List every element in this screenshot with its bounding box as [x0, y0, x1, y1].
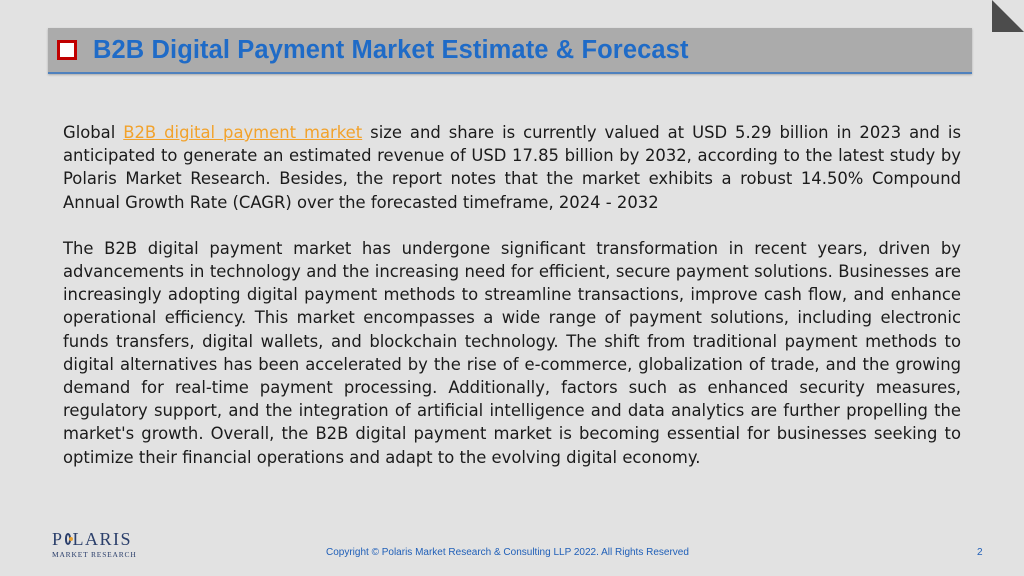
intro-prefix: Global: [63, 123, 124, 142]
polaris-logo: P LARIS MARKET RESEARCH: [52, 530, 137, 564]
intro-paragraph: Global B2B digital payment market size a…: [63, 121, 961, 214]
copyright-notice: Copyright © Polaris Market Research & Co…: [326, 547, 689, 558]
description-paragraph: The B2B digital payment market has under…: [63, 238, 961, 467]
body-content: Global B2B digital payment market size a…: [63, 121, 961, 469]
logo-wordmark: P LARIS: [52, 530, 132, 548]
page-title: B2B Digital Payment Market Estimate & Fo…: [93, 35, 689, 64]
logo-letter-p: P: [52, 529, 64, 549]
intro-text: size and share is currently valued at US…: [63, 123, 961, 212]
checkbox-bullet-icon: [57, 40, 77, 60]
page-number: 2: [977, 547, 983, 558]
market-report-link[interactable]: B2B digital payment market: [123, 123, 363, 142]
logo-compass-icon: [64, 533, 73, 545]
title-bar: B2B Digital Payment Market Estimate & Fo…: [48, 28, 972, 74]
logo-subtitle: MARKET RESEARCH: [52, 550, 137, 559]
logo-letters: LARIS: [72, 529, 132, 549]
